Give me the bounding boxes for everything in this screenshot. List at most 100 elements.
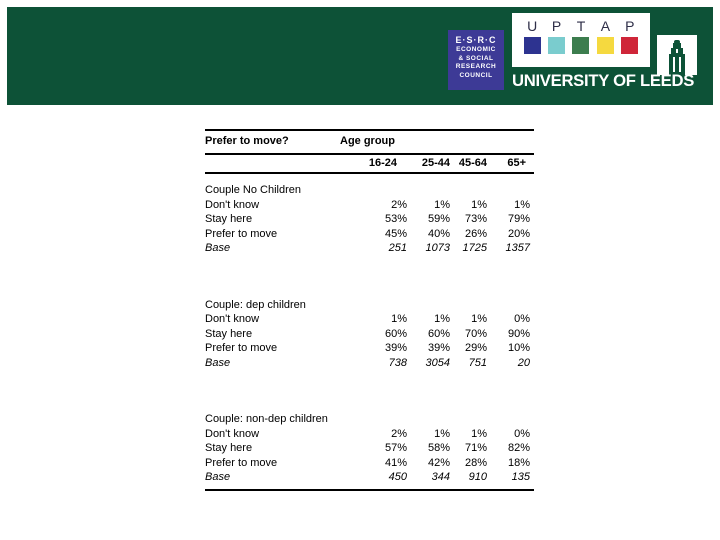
row-label: Don't know (205, 313, 260, 325)
cell-value: 73% (464, 213, 487, 225)
cell-value: 2% (391, 427, 407, 440)
cell-value: 59% (427, 213, 450, 225)
uptap-square-red (621, 37, 639, 54)
cell-value: 60% (427, 327, 450, 340)
block-label: Couple No Children (205, 184, 301, 196)
esrc-line: & SOCIAL (458, 54, 494, 62)
row-label: Don't know (205, 427, 260, 440)
row-label: Stay here (205, 442, 253, 454)
university-of-leeds-wordmark: UNIVERSITY OF LEEDS (512, 71, 695, 90)
cell-value: 60% (384, 327, 407, 340)
row-label: Base (205, 356, 231, 369)
row-label: Prefer to move (205, 456, 278, 469)
table-rule-bottom (205, 488, 534, 491)
column-header: 65+ (507, 156, 526, 169)
uptap-square-yellow (596, 37, 614, 54)
cell-value: 18% (507, 456, 530, 469)
table-rule (205, 152, 534, 155)
column-header: 16-24 (368, 156, 397, 169)
uptap-logo: U P T A P (512, 13, 650, 67)
uptap-square-teal (548, 37, 566, 54)
cell-value: 0% (514, 427, 530, 440)
base-row: Base 738 3054 751 20 (205, 356, 534, 371)
esrc-line: COUNCIL (459, 71, 493, 79)
row-label: Base (205, 471, 231, 483)
column-header: 45-64 (458, 156, 487, 169)
table-header-row: Prefer to move? Age group (205, 131, 534, 153)
row-label: Prefer to move (205, 227, 278, 240)
cell-value: 42% (427, 456, 450, 469)
slide-header-bar: E·S·R·C ECONOMIC & SOCIAL RESEARCH COUNC… (7, 7, 713, 105)
esrc-line: ECONOMIC (456, 46, 496, 53)
cell-value: 2% (391, 198, 407, 211)
block-spacer (205, 256, 534, 298)
table-row: Don't know 2% 1% 1% 1% (205, 198, 534, 213)
uptap-column: A (593, 18, 617, 60)
cell-value: 1% (471, 198, 487, 211)
cell-value: 58% (427, 442, 450, 454)
cell-value: 1357 (505, 242, 530, 254)
block-label: Couple: non-dep children (205, 413, 328, 425)
cell-value: 1073 (425, 242, 450, 254)
row-label: Base (205, 242, 231, 254)
uptap-square-blue (523, 37, 541, 54)
table-row: Stay here 53% 59% 73% 79% (205, 212, 534, 227)
cell-value: 82% (507, 442, 530, 454)
block-spacer (205, 370, 534, 412)
cell-value: 39% (384, 342, 407, 354)
table-row: Prefer to move 45% 40% 26% 20% (205, 227, 534, 242)
cell-value: 1% (471, 427, 487, 440)
table-row: Don't know 1% 1% 1% 0% (205, 312, 534, 327)
uptap-letter: A (600, 18, 611, 34)
cell-value: 910 (468, 471, 487, 483)
block-label: Couple: dep children (205, 298, 306, 311)
cell-value: 40% (427, 227, 450, 240)
base-row: Base 251 1073 1725 1357 (205, 241, 534, 256)
uptap-letter: U (527, 18, 538, 34)
cell-value: 1% (514, 198, 530, 211)
uptap-column: P (544, 18, 568, 60)
table-block-couple-non-dep-children: Couple: non-dep children Don't know 2% 1… (205, 412, 534, 485)
cell-value: 135 (511, 471, 530, 483)
cell-value: 450 (388, 471, 407, 483)
cell-value: 1% (391, 313, 407, 325)
cell-value: 1% (434, 313, 450, 325)
table-rule-top (205, 129, 534, 131)
cell-value: 28% (464, 456, 487, 469)
table-row: Stay here 60% 60% 70% 90% (205, 327, 534, 342)
cell-value: 344 (431, 471, 450, 483)
cell-value: 26% (464, 227, 487, 240)
uptap-column: P (618, 18, 642, 60)
uptap-column: T (569, 18, 593, 60)
cell-value: 39% (427, 342, 450, 354)
cell-value: 10% (507, 342, 530, 354)
row-label: Stay here (205, 213, 253, 225)
table-row: Prefer to move 41% 42% 28% 18% (205, 456, 534, 471)
cell-value: 45% (384, 227, 407, 240)
cell-value: 1725 (462, 242, 487, 254)
cell-value: 57% (384, 442, 407, 454)
empty-cell (205, 156, 340, 171)
row-label: Don't know (205, 198, 260, 211)
cell-value: 3054 (425, 356, 450, 369)
table-title: Prefer to move? (205, 135, 289, 147)
uptap-letter: P (551, 18, 562, 34)
uptap-square-green (572, 37, 590, 54)
cell-value: 71% (464, 442, 487, 454)
cell-value: 20% (507, 227, 530, 240)
age-group-header: Age group (340, 135, 395, 147)
cell-value: 1% (434, 198, 450, 211)
base-row: Base 450 344 910 135 (205, 470, 534, 485)
cell-value: 251 (388, 242, 407, 254)
row-label: Stay here (205, 327, 253, 340)
uptap-letter: T (576, 18, 586, 34)
cell-value: 0% (514, 313, 530, 325)
cell-value: 751 (468, 356, 487, 369)
cell-value: 70% (464, 327, 487, 340)
cell-value: 29% (464, 342, 487, 354)
uptap-column: U (520, 18, 544, 60)
cell-value: 79% (507, 213, 530, 225)
esrc-logo: E·S·R·C ECONOMIC & SOCIAL RESEARCH COUNC… (448, 30, 504, 90)
table-rule (205, 172, 534, 174)
table-block-couple-dep-children: Couple: dep children Don't know 1% 1% 1%… (205, 298, 534, 371)
